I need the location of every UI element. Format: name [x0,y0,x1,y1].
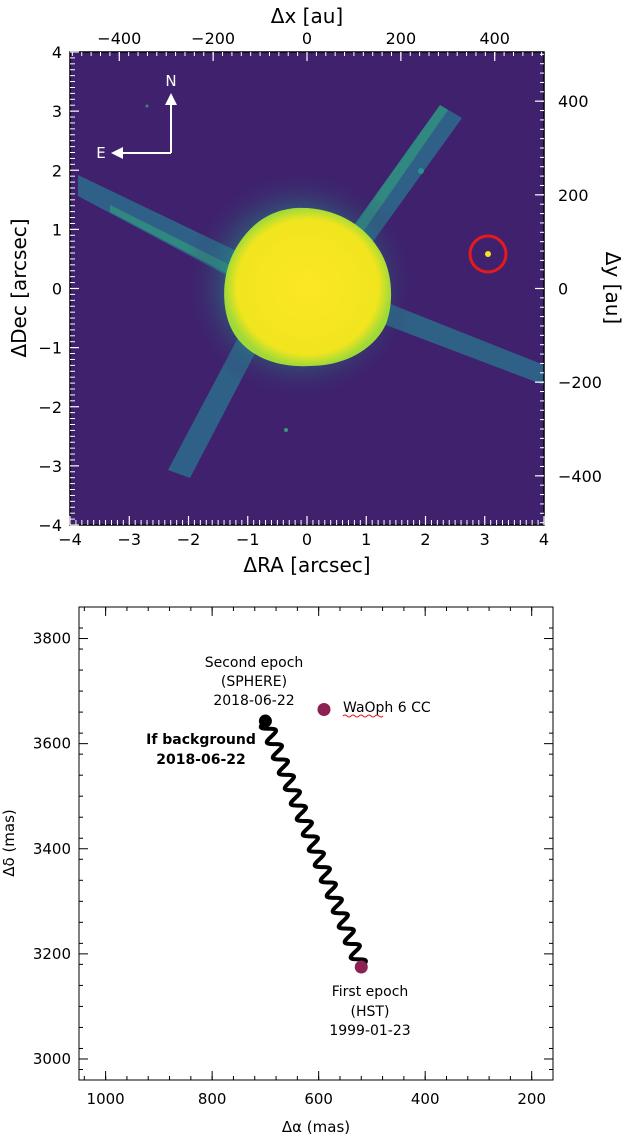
x-tick-label: 0 [302,530,312,549]
background-prediction-point [258,714,272,728]
bottom-ylabel: Δδ (mas) [0,809,18,877]
top-tick-label: −200 [191,29,235,48]
left-ylabel: ΔDec [arcsec] [7,218,31,357]
y-tick-label: −4 [38,516,62,535]
compass-east-label: E [96,144,105,162]
y-tick-label: −1 [38,339,62,358]
companion-point [317,702,331,716]
first-epoch-label-line2: (HST) [351,1004,390,1020]
x-tick-label: 200 [517,1090,546,1108]
y-tick-label: 2 [52,161,62,180]
y-tick-label: 4 [52,43,62,62]
background-motion-track [258,719,368,969]
companion-label: WaOph 6 CC [343,700,431,716]
second-epoch-label-line3: 2018-06-22 [213,693,294,709]
background-label-line2: 2018-06-22 [156,752,246,768]
y-tick-label: 3400 [33,840,71,858]
x-tick-label: −1 [236,530,260,549]
y-tick-label: 0 [52,280,62,299]
right-tick-label: 200 [558,186,589,205]
y-tick-label: 1 [52,220,62,239]
x-tick-label: 800 [198,1090,227,1108]
x-tick-label: 4 [539,530,549,549]
top-tick-label: 400 [479,29,510,48]
bottom-xlabel: Δα (mas) [282,1118,350,1136]
x-tick-label: 3 [480,530,490,549]
y-tick-label: 3000 [33,1050,71,1068]
first-epoch-point [354,960,368,974]
right-tick-label: −200 [558,373,602,392]
right-tick-label: −400 [558,467,602,486]
x-tick-label: −3 [117,530,141,549]
companion-source [485,251,491,257]
bottom-panel-marks [258,702,368,974]
background-label-line1: If background [146,732,256,748]
second-epoch-label-line2: (SPHERE) [221,674,287,690]
spellcheck-underline [342,714,384,718]
bottom-xlabel: ΔRA [arcsec] [243,553,370,577]
x-tick-label: −2 [177,530,201,549]
x-tick-label: 1 [361,530,371,549]
y-tick-label: 3800 [33,630,71,648]
second-epoch-label-line1: Second epoch [205,655,304,671]
top-tick-label: −400 [97,29,141,48]
top-panel-axes: −4 −3 −2 −1 0 1 2 3 4 −4 −3 −2 −1 0 1 2 3 4 −400 −200 0 200 40… [38,29,602,549]
y-tick-label: −2 [38,398,62,417]
bottom-panel-axes: 1000 800 600 400 200 3000 3200 3400 3600 3800 [33,606,554,1108]
y-tick-label: 3 [52,102,62,121]
top-tick-label: 200 [386,29,417,48]
y-tick-label: 3200 [33,945,71,963]
y-tick-label: 3600 [33,735,71,753]
x-tick-label: 600 [304,1090,333,1108]
right-tick-label: 0 [558,280,568,299]
companion-highlight-circle [468,234,508,274]
top-panel-image: N E −4 −3 −2 −1 0 1 2 3 4 −4 −3 −2 −1 0 1 2 3 4 −400 −200 0 2… [7,4,625,577]
compass-north-label: N [165,72,176,90]
stellar-core [224,207,392,367]
x-tick-label: −4 [58,530,82,549]
x-tick-label: 2 [420,530,430,549]
first-epoch-label-line3: 1999-01-23 [329,1023,410,1039]
y-tick-label: −3 [38,457,62,476]
right-ylabel: Δy [au] [601,252,625,324]
first-epoch-label-line1: First epoch [332,984,409,1000]
compass: N E [96,72,177,162]
x-tick-label: 400 [411,1090,440,1108]
coronagraph-image: N E [70,52,544,525]
right-tick-label: 400 [558,92,589,111]
bottom-panel-plot: 1000 800 600 400 200 3000 3200 3400 3600 3800 Sec… [0,606,554,1136]
top-tick-label: 0 [302,29,312,48]
x-tick-label: 1000 [87,1090,125,1108]
top-xlabel: Δx [au] [271,4,343,28]
